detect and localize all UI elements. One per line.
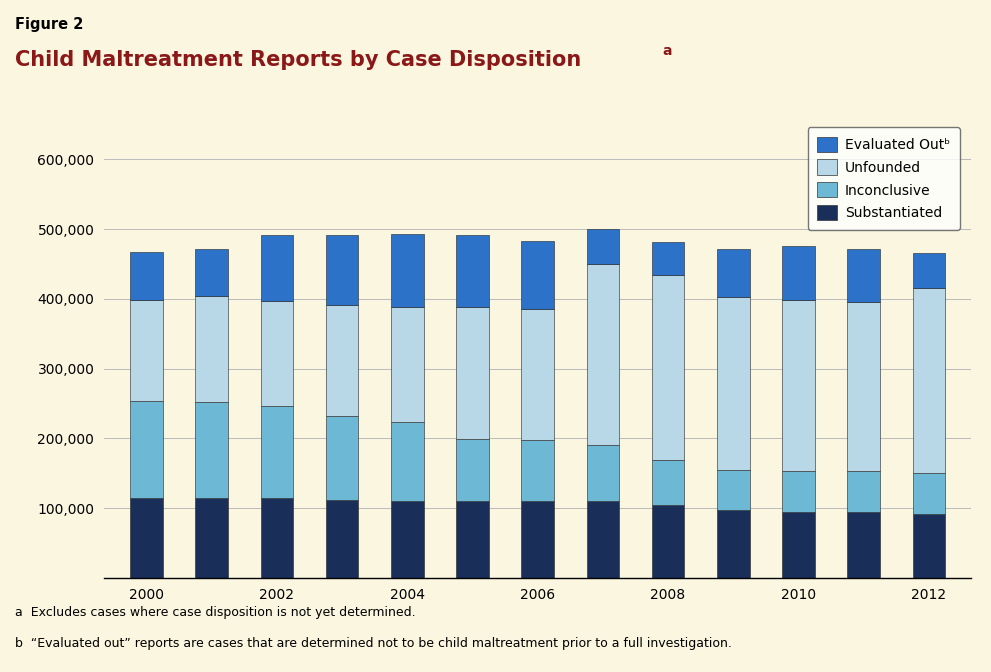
Bar xyxy=(716,297,749,470)
Bar xyxy=(390,234,423,307)
Bar xyxy=(521,241,554,308)
Bar xyxy=(716,470,749,509)
Bar xyxy=(782,471,815,511)
Bar xyxy=(716,509,749,578)
Bar xyxy=(652,276,685,460)
Bar xyxy=(913,472,945,515)
Bar xyxy=(782,511,815,578)
Bar xyxy=(652,460,685,505)
Bar xyxy=(652,243,685,276)
Bar xyxy=(261,406,293,498)
Bar xyxy=(195,296,228,402)
Text: Figure 2: Figure 2 xyxy=(15,17,83,32)
Bar xyxy=(521,501,554,578)
Bar xyxy=(521,439,554,501)
Bar xyxy=(130,252,163,300)
Bar xyxy=(326,235,359,304)
Bar xyxy=(782,300,815,471)
Bar xyxy=(587,501,619,578)
Bar xyxy=(913,288,945,472)
Bar xyxy=(390,307,423,423)
Bar xyxy=(456,306,489,439)
Bar xyxy=(390,423,423,501)
Bar xyxy=(326,416,359,500)
Bar xyxy=(195,249,228,296)
Bar xyxy=(326,304,359,416)
Bar xyxy=(521,308,554,439)
Bar xyxy=(913,253,945,288)
Bar xyxy=(456,501,489,578)
Text: Child Maltreatment Reports by Case Disposition: Child Maltreatment Reports by Case Dispo… xyxy=(15,50,581,71)
Bar xyxy=(195,499,228,578)
Bar xyxy=(847,302,880,471)
Bar xyxy=(587,446,619,501)
Bar xyxy=(326,500,359,578)
Bar xyxy=(847,471,880,511)
Bar xyxy=(456,439,489,501)
Bar xyxy=(456,235,489,306)
Legend: Evaluated Outᵇ, Unfounded, Inconclusive, Substantiated: Evaluated Outᵇ, Unfounded, Inconclusive,… xyxy=(808,127,960,230)
Bar xyxy=(130,300,163,401)
Bar xyxy=(261,498,293,578)
Text: b  “Evaluated out” reports are cases that are determined not to be child maltrea: b “Evaluated out” reports are cases that… xyxy=(15,637,731,650)
Bar xyxy=(130,499,163,578)
Text: a: a xyxy=(662,44,672,58)
Bar xyxy=(716,249,749,297)
Bar xyxy=(195,402,228,499)
Bar xyxy=(587,229,619,264)
Bar xyxy=(130,401,163,499)
Bar xyxy=(261,235,293,301)
Bar xyxy=(261,301,293,406)
Bar xyxy=(847,511,880,578)
Bar xyxy=(390,501,423,578)
Bar xyxy=(652,505,685,578)
Text: a  Excludes cases where case disposition is not yet determined.: a Excludes cases where case disposition … xyxy=(15,606,415,619)
Bar xyxy=(782,246,815,300)
Bar xyxy=(587,264,619,446)
Bar xyxy=(913,515,945,578)
Bar xyxy=(847,249,880,302)
